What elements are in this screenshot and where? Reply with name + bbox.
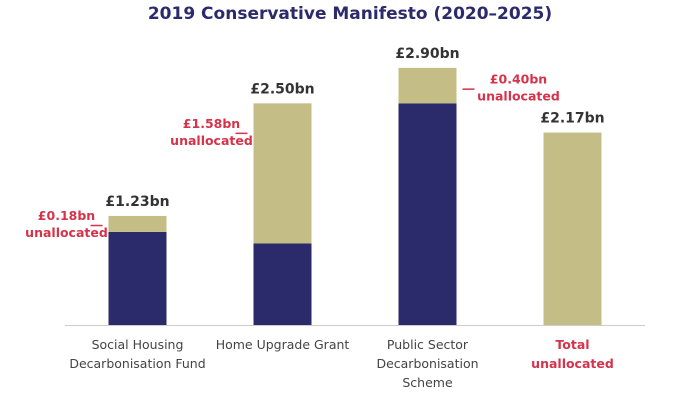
bar-segment (543, 132, 602, 325)
bar-segment (398, 67, 457, 104)
x-tick-label: Home Upgrade Grant (215, 337, 350, 352)
chart-title: 2019 Conservative Manifesto (2020–2025) (147, 4, 553, 24)
callout-text: unallocated (477, 89, 560, 104)
bar-segment (398, 103, 457, 325)
callout-value: £1.58bn (183, 116, 240, 131)
bar-segment (108, 215, 167, 232)
bar-segment (108, 231, 167, 325)
total-label: £2.17bn (540, 111, 604, 127)
callout-value: £0.40bn (490, 72, 547, 87)
x-tick-label: Public Sector Decarbonisation Scheme (376, 337, 479, 390)
total-label: £2.90bn (395, 46, 459, 62)
x-tick-label: Social Housing Decarbonisation Fund (69, 337, 206, 371)
total-label: £1.23bn (105, 194, 169, 210)
callout-text: unallocated (170, 133, 253, 148)
callout-value: £0.18bn (38, 208, 95, 223)
bar-segment (253, 243, 312, 325)
x-tick-label: Total unallocated (531, 337, 614, 371)
bar-segment (253, 103, 312, 244)
total-label: £2.50bn (250, 81, 314, 97)
callout-text: unallocated (25, 225, 108, 240)
